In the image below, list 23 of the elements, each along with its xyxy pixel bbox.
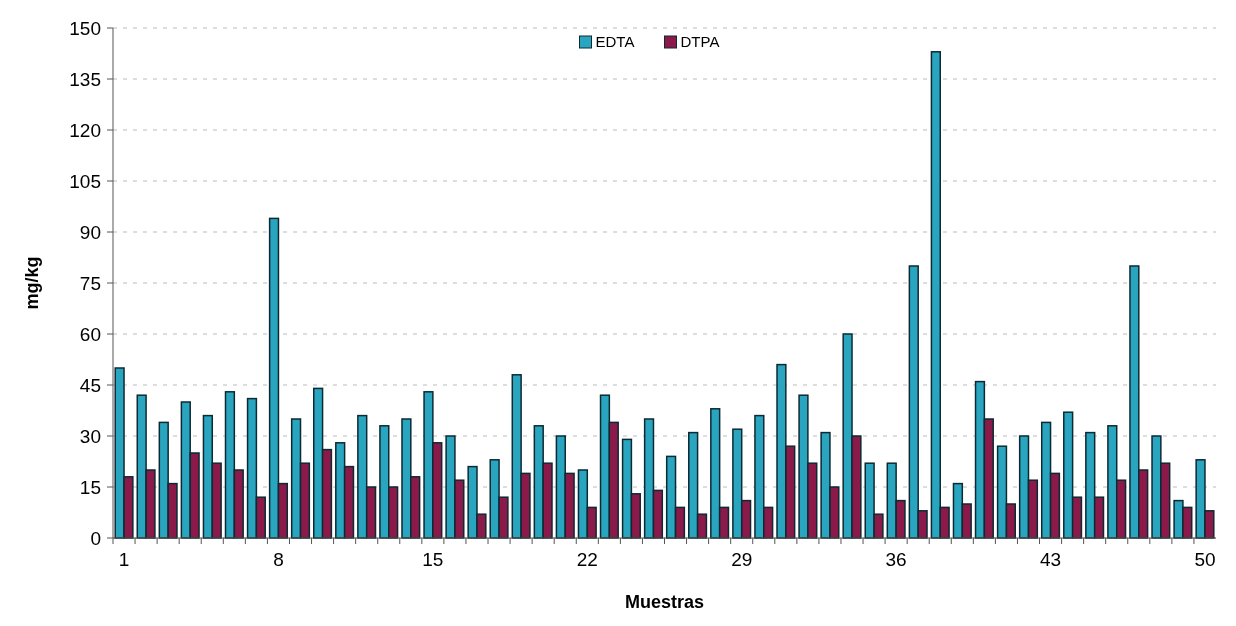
y-tick-label: 60 [79, 323, 101, 345]
y-tick-label: 120 [69, 119, 101, 141]
x-axis-title: Muestras [624, 592, 705, 612]
x-tick-label: 1 [118, 549, 130, 570]
x-tick-label: 22 [576, 549, 598, 570]
y-tick-label: 135 [69, 68, 101, 90]
y-tick-label: 105 [69, 170, 101, 192]
y-tick-label: 30 [79, 425, 101, 447]
legend-label: DTPA [680, 33, 720, 50]
x-tick-label: 43 [1039, 549, 1062, 570]
y-axis-title: mg/kg [22, 256, 42, 310]
x-tick-label: 50 [1194, 549, 1216, 570]
x-tick-label: 8 [273, 549, 284, 570]
y-tick-label: 90 [79, 221, 101, 243]
x-tick-label: 36 [885, 549, 907, 570]
y-tick-label: 45 [79, 374, 101, 396]
legend-label: EDTA [595, 33, 635, 50]
y-tick-label: 150 [69, 17, 101, 39]
x-tick-label: 15 [422, 549, 444, 570]
y-tick-label: 75 [79, 272, 101, 294]
y-tick-label: 0 [90, 527, 101, 549]
y-tick-label: 15 [79, 476, 101, 498]
x-tick-label: 29 [731, 549, 753, 570]
